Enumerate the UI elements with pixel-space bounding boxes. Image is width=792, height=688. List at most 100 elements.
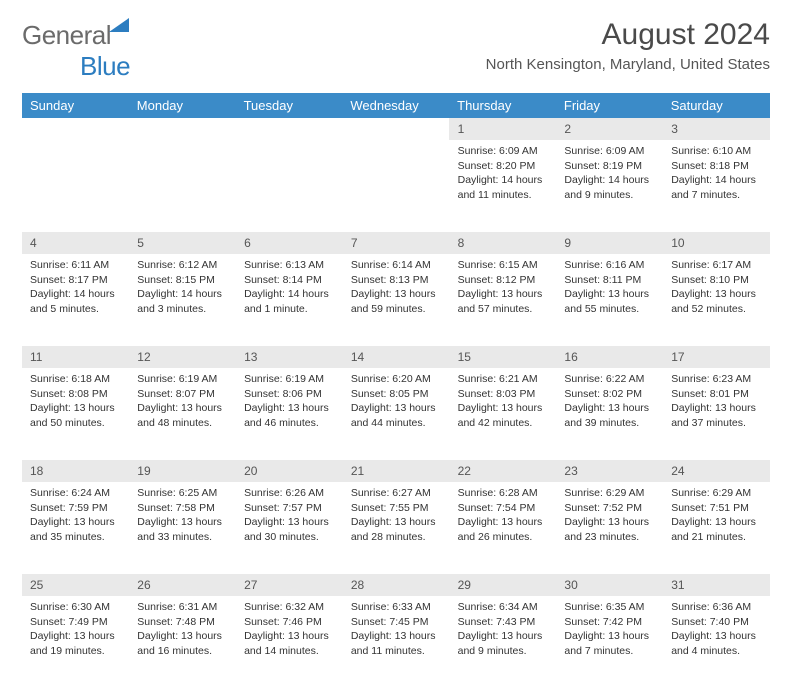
- day-number-cell: 22: [449, 460, 556, 482]
- location: North Kensington, Maryland, United State…: [486, 56, 770, 73]
- day-detail-cell: Sunrise: 6:17 AMSunset: 8:10 PMDaylight:…: [663, 254, 770, 346]
- day-number-cell: 20: [236, 460, 343, 482]
- sunset-line: Sunset: 7:48 PM: [137, 615, 227, 630]
- sunrise-line: Sunrise: 6:15 AM: [458, 258, 548, 273]
- day-number-cell: 18: [22, 460, 129, 482]
- sunset-line: Sunset: 8:01 PM: [671, 387, 761, 402]
- weekday-header: Monday: [129, 93, 236, 118]
- sunrise-line: Sunrise: 6:26 AM: [244, 486, 334, 501]
- sunset-line: Sunset: 8:12 PM: [458, 273, 548, 288]
- day-number-cell: 2: [556, 118, 663, 140]
- sunrise-line: Sunrise: 6:35 AM: [564, 600, 654, 615]
- sunrise-line: Sunrise: 6:13 AM: [244, 258, 334, 273]
- sunrise-line: Sunrise: 6:19 AM: [137, 372, 227, 387]
- day-number-cell: 30: [556, 574, 663, 596]
- sunset-line: Sunset: 8:02 PM: [564, 387, 654, 402]
- logo-part1: General: [22, 20, 111, 50]
- weekday-header: Tuesday: [236, 93, 343, 118]
- daylight-line: Daylight: 13 hours and 42 minutes.: [458, 401, 548, 430]
- day-detail-cell: [236, 140, 343, 232]
- day-number-cell: 27: [236, 574, 343, 596]
- weekday-header: Friday: [556, 93, 663, 118]
- title-block: August 2024 North Kensington, Maryland, …: [486, 18, 770, 83]
- day-detail-cell: Sunrise: 6:15 AMSunset: 8:12 PMDaylight:…: [449, 254, 556, 346]
- sunset-line: Sunset: 8:19 PM: [564, 159, 654, 174]
- day-number-cell: 13: [236, 346, 343, 368]
- sunset-line: Sunset: 7:42 PM: [564, 615, 654, 630]
- sunrise-line: Sunrise: 6:28 AM: [458, 486, 548, 501]
- day-number-cell: [236, 118, 343, 140]
- day-number-row: 45678910: [22, 232, 770, 254]
- daylight-line: Daylight: 13 hours and 21 minutes.: [671, 515, 761, 544]
- daylight-line: Daylight: 13 hours and 44 minutes.: [351, 401, 441, 430]
- day-number-cell: 5: [129, 232, 236, 254]
- daylight-line: Daylight: 14 hours and 5 minutes.: [30, 287, 120, 316]
- day-number-row: 25262728293031: [22, 574, 770, 596]
- daylight-line: Daylight: 13 hours and 9 minutes.: [458, 629, 548, 658]
- day-detail-cell: Sunrise: 6:13 AMSunset: 8:14 PMDaylight:…: [236, 254, 343, 346]
- sunrise-line: Sunrise: 6:29 AM: [564, 486, 654, 501]
- day-detail-cell: Sunrise: 6:30 AMSunset: 7:49 PMDaylight:…: [22, 596, 129, 688]
- daylight-line: Daylight: 13 hours and 57 minutes.: [458, 287, 548, 316]
- sunset-line: Sunset: 7:52 PM: [564, 501, 654, 516]
- day-detail-cell: Sunrise: 6:32 AMSunset: 7:46 PMDaylight:…: [236, 596, 343, 688]
- sunrise-line: Sunrise: 6:16 AM: [564, 258, 654, 273]
- sunset-line: Sunset: 8:08 PM: [30, 387, 120, 402]
- day-detail-cell: Sunrise: 6:10 AMSunset: 8:18 PMDaylight:…: [663, 140, 770, 232]
- daylight-line: Daylight: 13 hours and 37 minutes.: [671, 401, 761, 430]
- day-number-cell: [342, 118, 449, 140]
- weekday-header: Saturday: [663, 93, 770, 118]
- daylight-line: Daylight: 13 hours and 16 minutes.: [137, 629, 227, 658]
- sunset-line: Sunset: 8:10 PM: [671, 273, 761, 288]
- day-detail-cell: Sunrise: 6:19 AMSunset: 8:06 PMDaylight:…: [236, 368, 343, 460]
- month-title: August 2024: [486, 18, 770, 52]
- daylight-line: Daylight: 13 hours and 33 minutes.: [137, 515, 227, 544]
- day-detail-cell: Sunrise: 6:29 AMSunset: 7:51 PMDaylight:…: [663, 482, 770, 574]
- daylight-line: Daylight: 14 hours and 1 minute.: [244, 287, 334, 316]
- day-number-cell: 4: [22, 232, 129, 254]
- day-detail-cell: Sunrise: 6:20 AMSunset: 8:05 PMDaylight:…: [342, 368, 449, 460]
- sunset-line: Sunset: 7:58 PM: [137, 501, 227, 516]
- weekday-header-row: SundayMondayTuesdayWednesdayThursdayFrid…: [22, 93, 770, 118]
- day-detail-row: Sunrise: 6:24 AMSunset: 7:59 PMDaylight:…: [22, 482, 770, 574]
- daylight-line: Daylight: 14 hours and 11 minutes.: [458, 173, 548, 202]
- day-number-cell: 26: [129, 574, 236, 596]
- day-detail-cell: Sunrise: 6:26 AMSunset: 7:57 PMDaylight:…: [236, 482, 343, 574]
- sunrise-line: Sunrise: 6:30 AM: [30, 600, 120, 615]
- day-number-cell: 10: [663, 232, 770, 254]
- day-detail-cell: Sunrise: 6:09 AMSunset: 8:19 PMDaylight:…: [556, 140, 663, 232]
- sunrise-line: Sunrise: 6:19 AM: [244, 372, 334, 387]
- sunrise-line: Sunrise: 6:09 AM: [458, 144, 548, 159]
- day-detail-row: Sunrise: 6:18 AMSunset: 8:08 PMDaylight:…: [22, 368, 770, 460]
- daylight-line: Daylight: 13 hours and 55 minutes.: [564, 287, 654, 316]
- sunset-line: Sunset: 8:05 PM: [351, 387, 441, 402]
- sunset-line: Sunset: 7:55 PM: [351, 501, 441, 516]
- sunrise-line: Sunrise: 6:20 AM: [351, 372, 441, 387]
- sunset-line: Sunset: 7:40 PM: [671, 615, 761, 630]
- day-number-cell: 23: [556, 460, 663, 482]
- day-detail-cell: Sunrise: 6:29 AMSunset: 7:52 PMDaylight:…: [556, 482, 663, 574]
- day-detail-cell: Sunrise: 6:11 AMSunset: 8:17 PMDaylight:…: [22, 254, 129, 346]
- day-number-cell: 31: [663, 574, 770, 596]
- day-number-row: 123: [22, 118, 770, 140]
- daylight-line: Daylight: 14 hours and 3 minutes.: [137, 287, 227, 316]
- day-number-cell: 16: [556, 346, 663, 368]
- sunrise-line: Sunrise: 6:34 AM: [458, 600, 548, 615]
- sunrise-line: Sunrise: 6:11 AM: [30, 258, 120, 273]
- day-number-row: 18192021222324: [22, 460, 770, 482]
- sunrise-line: Sunrise: 6:29 AM: [671, 486, 761, 501]
- daylight-line: Daylight: 14 hours and 7 minutes.: [671, 173, 761, 202]
- day-detail-cell: Sunrise: 6:36 AMSunset: 7:40 PMDaylight:…: [663, 596, 770, 688]
- sunset-line: Sunset: 7:43 PM: [458, 615, 548, 630]
- day-detail-cell: Sunrise: 6:09 AMSunset: 8:20 PMDaylight:…: [449, 140, 556, 232]
- day-detail-cell: Sunrise: 6:21 AMSunset: 8:03 PMDaylight:…: [449, 368, 556, 460]
- day-detail-cell: Sunrise: 6:35 AMSunset: 7:42 PMDaylight:…: [556, 596, 663, 688]
- day-number-cell: 19: [129, 460, 236, 482]
- sunrise-line: Sunrise: 6:32 AM: [244, 600, 334, 615]
- day-detail-cell: Sunrise: 6:31 AMSunset: 7:48 PMDaylight:…: [129, 596, 236, 688]
- daylight-line: Daylight: 13 hours and 4 minutes.: [671, 629, 761, 658]
- sunrise-line: Sunrise: 6:12 AM: [137, 258, 227, 273]
- logo-part2: Blue: [80, 51, 130, 81]
- day-detail-cell: Sunrise: 6:22 AMSunset: 8:02 PMDaylight:…: [556, 368, 663, 460]
- day-detail-cell: [129, 140, 236, 232]
